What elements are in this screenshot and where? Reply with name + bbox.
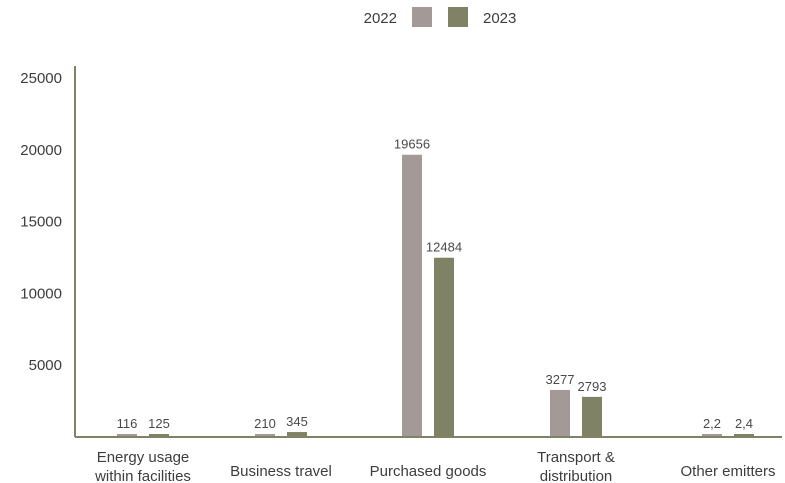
data-label: 125 [148, 416, 170, 431]
y-tick-label: 10000 [20, 285, 62, 302]
x-tick-label: Other emitters [680, 463, 775, 480]
bar-2022-4 [702, 434, 722, 437]
legend-swatch-2023 [448, 7, 468, 27]
bar-2023-3 [582, 396, 602, 437]
y-tick-label: 20000 [20, 142, 62, 159]
bar-2023-0 [149, 434, 169, 437]
bar-2023-1 [287, 432, 307, 437]
data-label: 12484 [426, 240, 462, 255]
x-tick-label: Business travel [230, 463, 332, 480]
data-label: 210 [254, 416, 276, 431]
bar-2022-0 [117, 434, 137, 437]
x-axis: Energy usage within facilities Business tr… [75, 436, 782, 483]
x-tick-label: Purchased goods [370, 463, 487, 480]
y-tick-label: 15000 [20, 214, 62, 231]
x-tick-label: within facilities [94, 468, 191, 483]
data-label: 3277 [546, 372, 575, 387]
legend-label: 2023 [483, 10, 516, 27]
x-tick-label: Energy usage [97, 449, 190, 466]
data-label: 19656 [394, 137, 430, 152]
data-label: 116 [117, 416, 138, 431]
y-tick-label: 5000 [29, 357, 62, 374]
bar-2022-2 [402, 154, 422, 437]
x-tick-label: Transport & [537, 449, 615, 466]
bar-2022-1 [255, 433, 275, 437]
bars: 116 210 19656 3277 2,2 125 345 12484 2793 2,4 [117, 137, 754, 437]
data-label: 2793 [578, 379, 607, 394]
data-label: 2,2 [703, 416, 721, 431]
legend-label: 2022 [364, 10, 397, 27]
bar-2023-4 [734, 434, 754, 437]
bar-2022-3 [550, 389, 570, 437]
y-axis: 5000 10000 15000 20000 25000 [20, 66, 76, 437]
legend-swatch-2022 [412, 7, 432, 27]
legend: 2022 2023 [364, 7, 516, 27]
data-label: 2,4 [735, 416, 753, 431]
bar-2023-2 [434, 257, 454, 437]
data-label: 345 [286, 414, 308, 429]
y-tick-label: 25000 [20, 70, 62, 87]
x-tick-label: distribution [540, 468, 613, 483]
